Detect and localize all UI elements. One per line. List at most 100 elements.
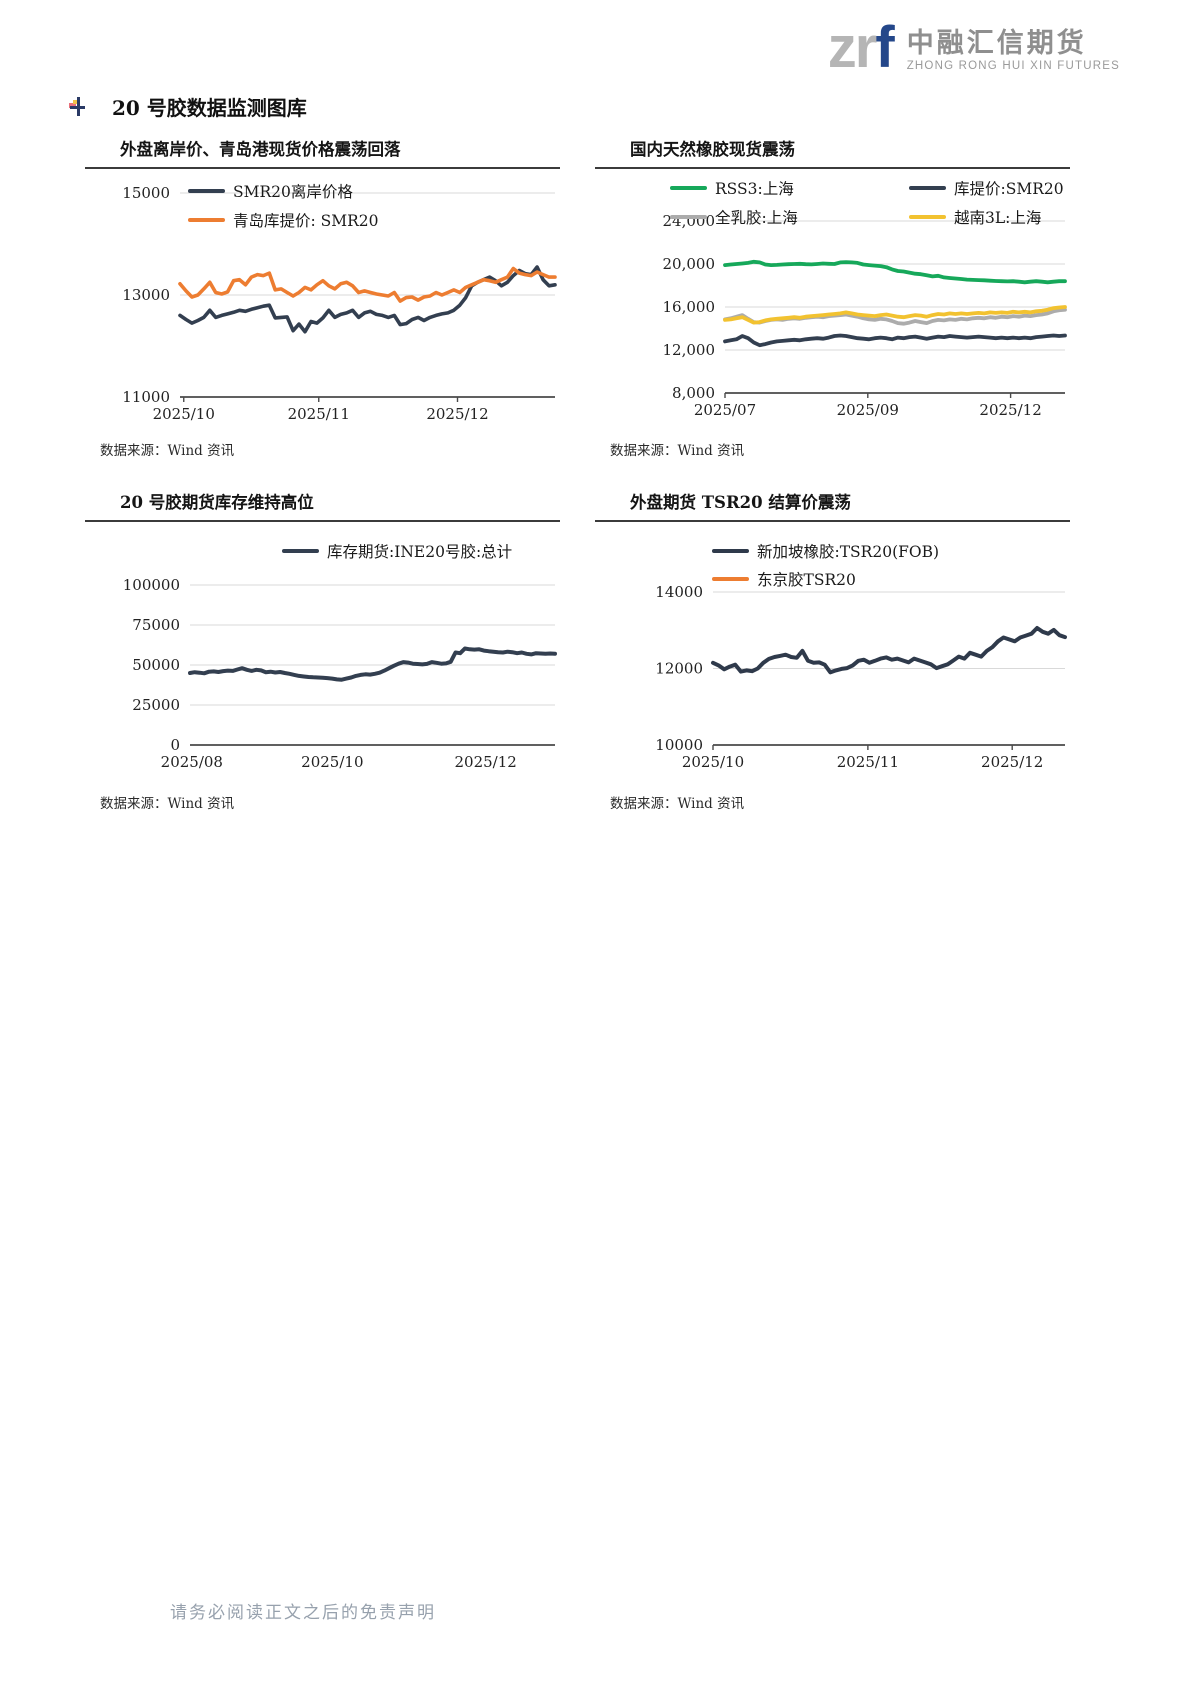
legend-label: 库提价:SMR20	[954, 180, 1064, 198]
chart-title: 外盘离岸价、青岛港现货价格震荡回落	[120, 140, 401, 159]
disclaimer-note: 请务必阅读正文之后的免责声明	[170, 1603, 436, 1623]
y-tick-label: 15000	[122, 184, 170, 202]
legend-item: 全乳胶:上海	[670, 206, 902, 228]
legend-label: SMR20离岸价格	[233, 183, 353, 201]
charts-grid: 外盘离岸价、青岛港现货价格震荡回落 11000 13000 15000 2025/10…	[85, 136, 1105, 812]
legend-item: 越南3L:上海	[909, 206, 1064, 228]
data-source-note: 数据来源：Wind 资讯	[100, 443, 235, 459]
legend-swatch	[188, 189, 225, 193]
y-tick-label: 20,000	[663, 255, 716, 273]
offshore-qingdao-plot: 11000 13000 15000 2025/10 2025/11 2025/12	[122, 184, 557, 423]
chart-tsr20-settlement: 外盘期货 TSR20 结算价震荡 10000 12000 14000 2025/10 2…	[595, 489, 1070, 812]
data-source-note: 数据来源：Wind 资讯	[100, 796, 235, 812]
legend-label: 青岛库提价: SMR20	[233, 212, 379, 230]
chart-body: 10000 12000 14000 2025/10 2025/11 2025/12 新加坡…	[595, 522, 1070, 782]
legend-swatch	[909, 215, 946, 219]
series-line	[723, 333, 1067, 348]
ine-inventory-plot: 0 25000 50000 75000 100000 2025/08 2025/10 2025…	[123, 576, 557, 771]
section-title: 20 号胶数据监测图库	[112, 96, 307, 120]
chart-legend: SMR20离岸价格青岛库提价: SMR20	[188, 180, 379, 231]
logo-zrf-mark: zrf	[828, 19, 895, 77]
legend-swatch	[188, 218, 225, 222]
chart-legend: RSS3:上海 库提价:SMR20 全乳胶:上海 越南3L:上海	[670, 177, 1064, 228]
chart-title: 国内天然橡胶现货震荡	[630, 140, 795, 159]
section-header: 20 号胶数据监测图库	[68, 92, 307, 121]
chart-body: 11000 13000 15000 2025/10 2025/11 2025/12 SMR…	[85, 169, 560, 429]
y-tick-label: 13000	[122, 286, 170, 304]
data-source-note: 数据来源：Wind 资讯	[610, 796, 745, 812]
chart-body: 8,000 12,000 16,000 20,000 24,000 2025/07 2025…	[595, 169, 1070, 429]
company-logo: zrf 中融汇信期货 ZHONG RONG HUI XIN FUTURES	[828, 19, 1120, 77]
y-tick-label: 50000	[132, 656, 180, 674]
y-tick-label: 12000	[655, 660, 703, 678]
legend-swatch	[670, 186, 707, 190]
series-line	[723, 259, 1067, 285]
x-tick-label: 2025/08	[161, 753, 223, 771]
y-tick-label: 12,000	[663, 341, 716, 359]
series-line	[711, 626, 1067, 675]
legend-label: RSS3:上海	[715, 180, 794, 198]
legend-item: 东京胶TSR20	[712, 568, 939, 590]
chart-domestic-spot: 国内天然橡胶现货震荡 8,000 12,000 16,000 20,000 24,000…	[595, 136, 1070, 459]
legend-swatch	[712, 549, 749, 553]
title-rule	[85, 167, 560, 169]
x-tick-label: 2025/12	[981, 753, 1043, 771]
logo-company-name-en: ZHONG RONG HUI XIN FUTURES	[906, 60, 1120, 73]
legend-item: RSS3:上海	[670, 177, 902, 199]
section-bullet-icon	[68, 96, 86, 117]
legend-label: 库存期货:INE20号胶:总计	[327, 543, 513, 561]
series-line	[178, 266, 557, 303]
y-tick-label: 11000	[122, 388, 170, 406]
y-tick-label: 16,000	[663, 298, 716, 316]
y-tick-label: 0	[170, 736, 180, 754]
chart-body: 0 25000 50000 75000 100000 2025/08 2025/10 2025…	[85, 522, 560, 782]
y-tick-label: 10000	[655, 736, 703, 754]
legend-label: 越南3L:上海	[954, 209, 1042, 227]
chart-ine-inventory: 20 号胶期货库存维持高位 0 25000 50000 75000 100000 2025…	[85, 489, 560, 812]
logo-company-name-cn: 中融汇信期货	[906, 27, 1087, 58]
x-tick-label: 2025/09	[837, 401, 899, 419]
series-line	[723, 305, 1067, 325]
x-tick-label: 2025/10	[301, 753, 363, 771]
x-tick-label: 2025/11	[837, 753, 899, 771]
logo-f: f	[875, 15, 894, 80]
legend-label: 新加坡橡胶:TSR20(FOB)	[757, 543, 940, 561]
legend-item: SMR20离岸价格	[188, 180, 379, 202]
x-tick-label: 2025/11	[288, 405, 350, 423]
tsr20-settlement-plot: 10000 12000 14000 2025/10 2025/11 2025/12	[655, 583, 1067, 771]
x-tick-label: 2025/12	[979, 401, 1041, 419]
legend-item: 青岛库提价: SMR20	[188, 209, 379, 231]
legend-label: 东京胶TSR20	[757, 571, 856, 589]
legend-item: 新加坡橡胶:TSR20(FOB)	[712, 540, 939, 562]
legend-swatch	[712, 577, 749, 581]
y-tick-label: 75000	[132, 616, 180, 634]
title-rule	[595, 167, 1070, 169]
title-rule	[85, 520, 560, 522]
legend-item: 库存期货:INE20号胶:总计	[282, 540, 512, 562]
legend-swatch	[909, 186, 946, 190]
series-line	[178, 265, 557, 334]
legend-item: 库提价:SMR20	[909, 177, 1064, 199]
chart-legend: 库存期货:INE20号胶:总计	[282, 540, 512, 562]
chart-offshore-qingdao: 外盘离岸价、青岛港现货价格震荡回落 11000 13000 15000 2025/10…	[85, 136, 560, 459]
x-tick-label: 2025/12	[426, 405, 488, 423]
data-source-note: 数据来源：Wind 资讯	[610, 443, 745, 459]
x-tick-label: 2025/10	[153, 405, 215, 423]
logo-text: 中融汇信期货 ZHONG RONG HUI XIN FUTURES	[906, 27, 1120, 75]
logo-zr: zr	[827, 15, 878, 80]
y-tick-label: 14000	[655, 583, 703, 601]
legend-swatch	[282, 549, 319, 553]
y-tick-label: 25000	[132, 696, 180, 714]
series-line	[188, 646, 557, 682]
title-rule	[595, 520, 1070, 522]
legend-swatch	[670, 215, 707, 219]
legend-label: 全乳胶:上海	[715, 209, 798, 227]
chart-title: 外盘期货 TSR20 结算价震荡	[630, 493, 851, 512]
x-tick-label: 2025/12	[454, 753, 516, 771]
x-tick-label: 2025/07	[694, 401, 756, 419]
y-tick-label: 8,000	[672, 384, 715, 402]
x-tick-label: 2025/10	[682, 753, 744, 771]
y-tick-label: 100000	[123, 576, 180, 594]
